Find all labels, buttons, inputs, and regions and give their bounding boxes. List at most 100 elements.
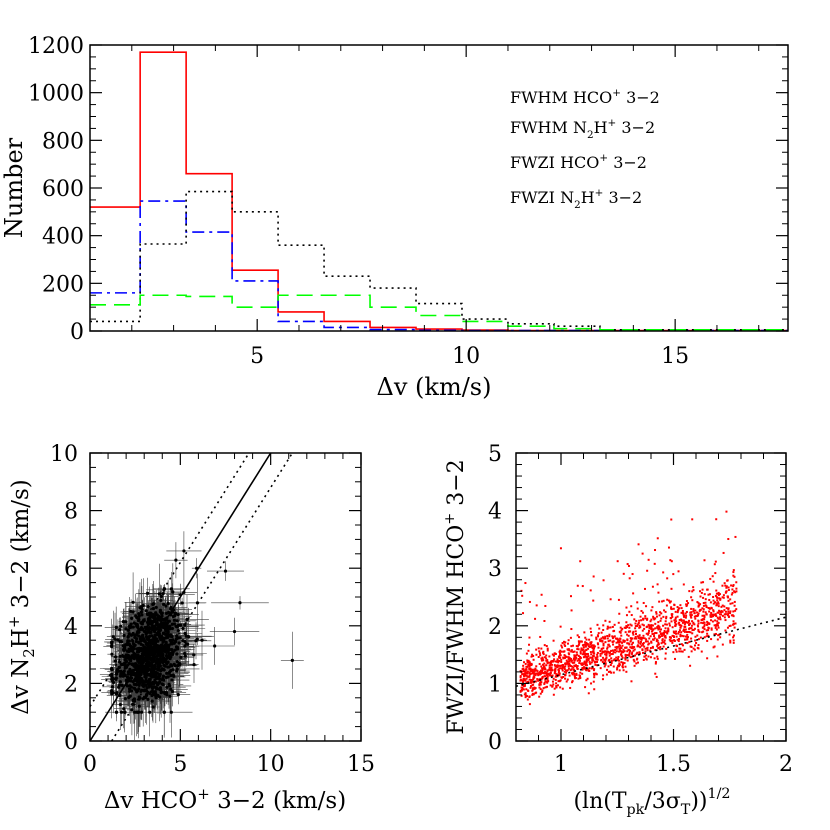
data-point — [596, 623, 599, 626]
data-point — [161, 638, 165, 642]
data-point — [553, 687, 556, 690]
data-point — [675, 650, 678, 653]
data-point — [124, 620, 128, 624]
data-point — [114, 672, 119, 676]
data-point — [634, 635, 637, 638]
data-point — [712, 602, 715, 605]
data-point — [570, 659, 573, 662]
fit-line — [515, 616, 787, 688]
data-point — [160, 614, 164, 618]
data-point — [608, 645, 611, 648]
data-point — [604, 660, 607, 663]
data-point — [170, 648, 174, 652]
data-point — [662, 599, 665, 602]
data-point — [168, 694, 172, 698]
data-point — [169, 587, 173, 591]
data-point — [528, 695, 531, 698]
data-point — [659, 632, 662, 635]
data-point — [636, 623, 639, 626]
y-tick-label: 5 — [488, 442, 502, 467]
data-point — [660, 628, 663, 631]
data-point — [731, 591, 734, 594]
data-point — [708, 607, 711, 610]
data-point — [626, 654, 629, 657]
data-point — [559, 686, 562, 689]
data-point — [657, 646, 660, 649]
data-point — [128, 689, 132, 693]
data-point — [721, 604, 724, 607]
data-point — [150, 666, 155, 670]
data-point — [701, 614, 704, 617]
data-point — [560, 658, 563, 661]
data-point — [534, 680, 537, 683]
data-point — [561, 666, 564, 669]
data-point — [570, 660, 573, 663]
data-point — [558, 655, 561, 658]
data-point — [675, 632, 678, 635]
data-point — [575, 651, 578, 654]
data-point — [113, 677, 118, 681]
data-point — [161, 682, 165, 687]
data-point — [731, 588, 734, 591]
data-point — [549, 671, 552, 674]
data-point — [545, 657, 548, 660]
data-point — [653, 562, 656, 565]
data-point — [171, 668, 175, 672]
data-point — [617, 641, 620, 644]
data-point — [583, 650, 586, 653]
data-point — [136, 618, 141, 623]
data-point — [635, 652, 638, 655]
data-point — [552, 639, 555, 642]
data-point — [562, 640, 565, 643]
data-point — [573, 661, 576, 664]
data-point — [638, 624, 641, 627]
data-point — [158, 651, 163, 655]
data-point — [640, 609, 643, 612]
data-point — [669, 636, 672, 639]
data-point — [541, 656, 544, 659]
data-point — [600, 648, 603, 651]
data-point — [592, 654, 595, 657]
data-point — [612, 659, 615, 662]
data-point — [668, 622, 671, 625]
y-tick-label: 0 — [70, 320, 84, 345]
data-point — [721, 596, 724, 599]
data-point — [542, 650, 545, 653]
data-point — [581, 662, 584, 665]
data-point — [622, 640, 625, 643]
data-point — [176, 612, 180, 617]
data-point — [733, 575, 736, 578]
data-point — [587, 669, 590, 672]
data-point — [567, 656, 570, 659]
data-point — [687, 655, 690, 658]
data-point — [177, 641, 181, 645]
data-point — [631, 655, 634, 658]
data-point — [599, 667, 602, 670]
data-point — [725, 607, 728, 610]
data-point — [183, 654, 187, 658]
data-point — [555, 685, 558, 688]
data-point — [703, 623, 706, 626]
data-point — [539, 670, 542, 673]
data-point — [718, 593, 721, 596]
data-point — [152, 645, 156, 649]
data-point — [610, 661, 613, 664]
data-point — [523, 675, 526, 678]
data-point — [651, 645, 654, 648]
data-point — [607, 659, 610, 662]
ratio-y-label: FWZI/FWHM HCO+ 3−2 — [442, 459, 469, 734]
data-point — [685, 638, 688, 641]
data-point — [567, 665, 570, 668]
data-point — [573, 674, 576, 677]
data-point — [146, 697, 150, 701]
data-point — [641, 552, 644, 555]
data-point — [140, 634, 144, 638]
data-point — [546, 647, 549, 650]
data-point — [535, 653, 538, 656]
data-point — [523, 661, 526, 664]
data-point — [661, 600, 664, 603]
data-point — [634, 654, 637, 657]
data-point — [654, 632, 657, 635]
data-point — [732, 620, 735, 623]
data-point — [693, 648, 696, 651]
